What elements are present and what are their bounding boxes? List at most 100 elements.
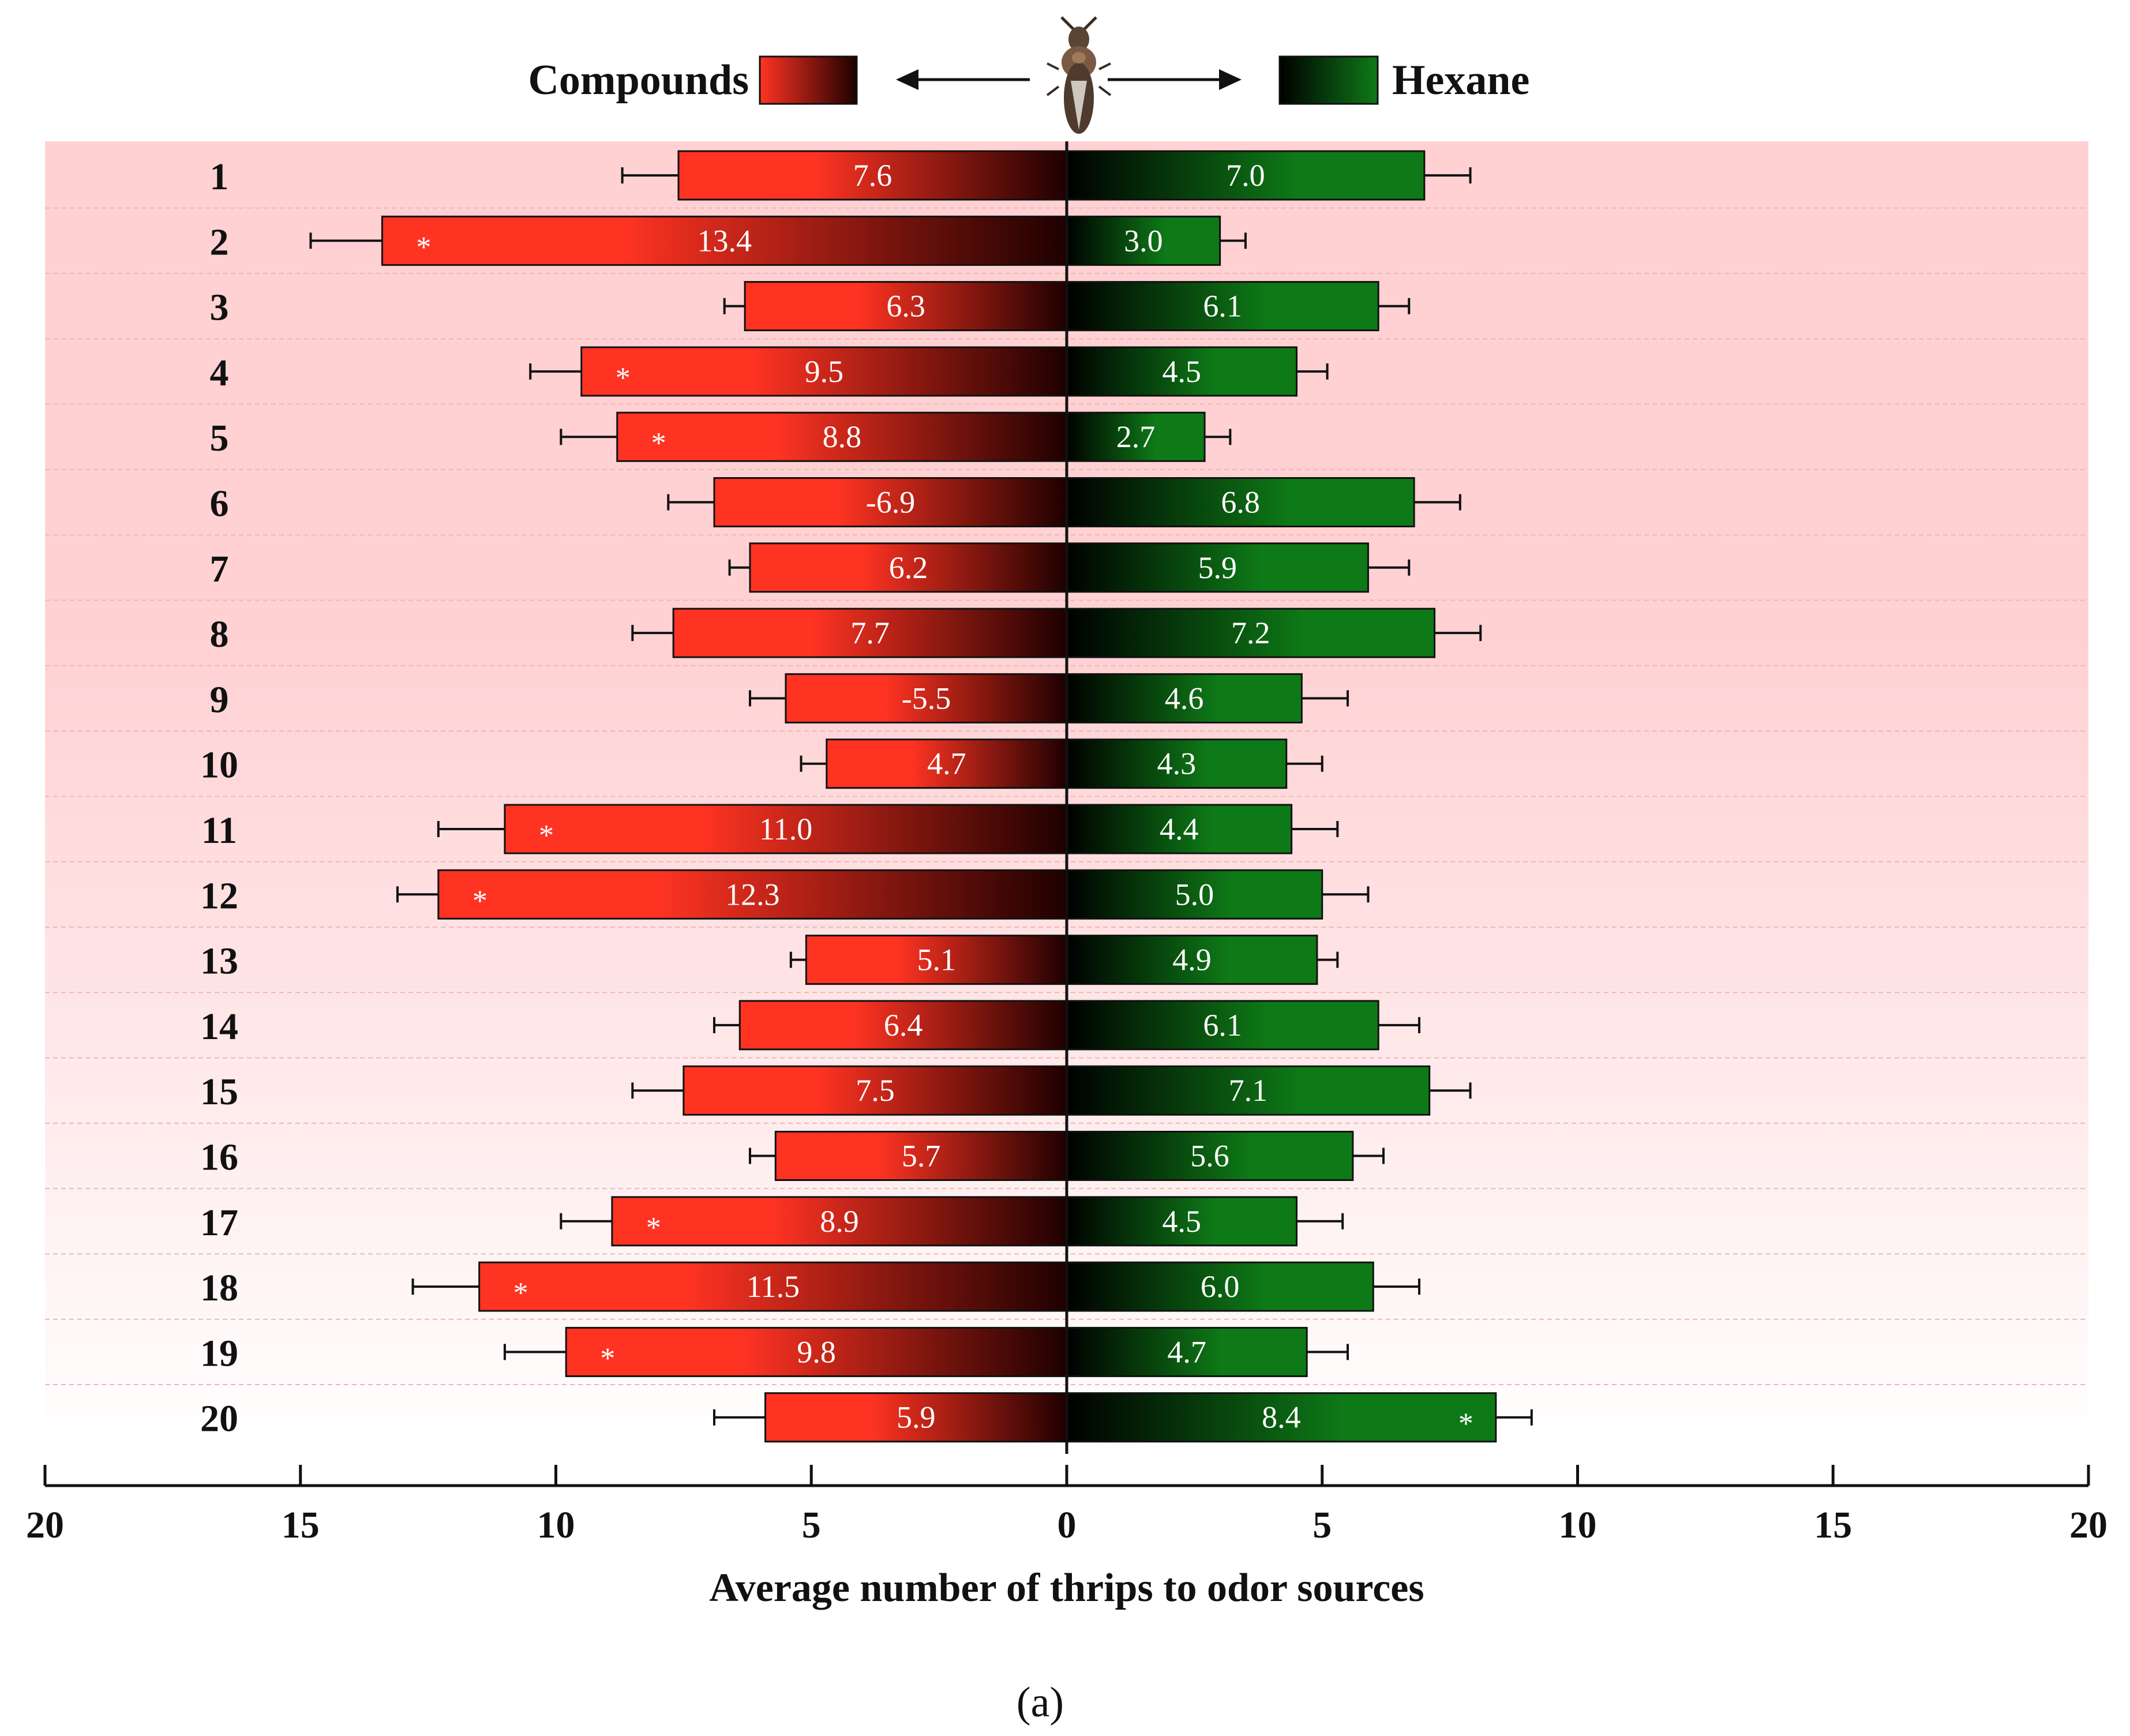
compounds-bar — [713, 477, 1068, 527]
compounds-error-bar — [621, 167, 679, 183]
compounds-value-label: 6.4 — [884, 1008, 923, 1043]
hexane-error-bar — [1378, 298, 1411, 314]
category-label: 3 — [210, 287, 229, 329]
compounds-value-label: 5.9 — [897, 1400, 936, 1435]
hexane-error-bar — [1317, 951, 1339, 968]
compounds-bar — [738, 1000, 1068, 1051]
compounds-error-bar — [713, 1409, 766, 1426]
hexane-error-bar — [1291, 821, 1339, 837]
compounds-bar — [437, 869, 1068, 920]
compounds-error-bar — [713, 1017, 740, 1033]
compounds-value-label: 11.0 — [759, 812, 813, 846]
compounds-value-label: -6.9 — [866, 485, 915, 520]
hexane-error-bar — [1434, 625, 1482, 642]
hexane-error-bar — [1368, 559, 1411, 576]
compounds-value-label: 5.1 — [917, 943, 956, 977]
compounds-bar — [580, 346, 1068, 397]
category-label: 20 — [200, 1398, 238, 1440]
hexane-value-label: 8.4 — [1262, 1400, 1301, 1435]
hexane-error-bar — [1220, 233, 1247, 249]
compounds-error-bar — [748, 1148, 776, 1164]
category-label: 8 — [210, 613, 229, 655]
compounds-value-label: 12.3 — [725, 877, 780, 912]
x-axis-title: Average number of thrips to odor sources — [709, 1566, 1424, 1610]
compounds-error-bar — [748, 690, 786, 707]
compounds-error-bar — [309, 233, 382, 249]
hexane-value-label: 4.9 — [1172, 943, 1212, 977]
compounds-error-bar — [503, 1344, 567, 1360]
compounds-error-bar — [560, 1213, 612, 1229]
category-label: 6 — [210, 483, 229, 525]
hexane-bar — [1066, 346, 1297, 397]
x-axis-tick-label: 10 — [537, 1504, 575, 1546]
compounds-value-label: 9.5 — [805, 354, 844, 389]
compounds-value-label: 7.7 — [850, 616, 890, 650]
category-label: 4 — [210, 352, 229, 394]
compounds-bar — [677, 150, 1068, 201]
hexane-error-bar — [1307, 1344, 1349, 1360]
hexane-value-label: 4.5 — [1162, 354, 1201, 389]
hexane-error-bar — [1205, 429, 1232, 445]
compounds-error-bar — [396, 886, 438, 903]
category-label: 5 — [210, 417, 229, 459]
compounds-error-bar — [437, 821, 505, 837]
compounds-bar — [672, 608, 1068, 658]
significance-asterisk: * — [646, 1212, 661, 1244]
hexane-value-label: 6.8 — [1221, 485, 1260, 520]
compounds-value-label: 6.2 — [889, 550, 928, 585]
category-label: 2 — [210, 221, 229, 263]
compounds-error-bar — [789, 951, 807, 968]
category-label: 19 — [200, 1332, 238, 1374]
compounds-value-label: 5.7 — [902, 1139, 941, 1173]
hexane-bar — [1066, 608, 1436, 658]
category-label: 17 — [200, 1202, 238, 1244]
hexane-value-label: 3.0 — [1124, 223, 1163, 258]
compounds-value-label: 9.8 — [797, 1334, 836, 1369]
x-axis-tick-label: 20 — [26, 1504, 64, 1546]
hexane-value-label: 2.7 — [1116, 419, 1156, 454]
x-axis-tick-label: 0 — [1058, 1504, 1077, 1546]
hexane-error-bar — [1286, 755, 1323, 772]
compounds-error-bar — [631, 1082, 684, 1099]
hexane-value-label: 6.1 — [1203, 289, 1242, 324]
significance-asterisk: * — [616, 362, 631, 395]
hexane-value-label: 5.0 — [1175, 877, 1214, 912]
hexane-value-label: 7.1 — [1229, 1073, 1268, 1108]
hexane-value-label: 4.5 — [1162, 1204, 1201, 1239]
hexane-bar — [1066, 281, 1379, 332]
hexane-bar — [1066, 215, 1221, 266]
compounds-error-bar — [411, 1278, 479, 1295]
hexane-bar — [1066, 869, 1323, 920]
x-axis-tick-label: 10 — [1559, 1504, 1597, 1546]
hexane-error-bar — [1352, 1148, 1385, 1164]
significance-asterisk: * — [651, 427, 666, 460]
legend-hexane-swatch — [1278, 55, 1379, 105]
compounds-error-bar — [667, 494, 715, 511]
significance-asterisk: * — [1458, 1408, 1473, 1441]
compounds-bar — [616, 411, 1068, 462]
hexane-bar — [1066, 738, 1288, 789]
hexane-bar — [1066, 150, 1426, 201]
compounds-bar — [504, 804, 1068, 854]
significance-asterisk: * — [600, 1342, 615, 1375]
hexane-value-label: 4.3 — [1157, 747, 1197, 781]
category-label: 13 — [200, 940, 238, 983]
panel-label: (a) — [1017, 1679, 1064, 1726]
legend: Compounds Hexane — [528, 55, 1529, 105]
hexane-value-label: 7.0 — [1226, 158, 1265, 193]
category-label: 14 — [200, 1006, 238, 1048]
hexane-value-label: 4.6 — [1165, 681, 1204, 715]
legend-compounds-swatch — [759, 55, 858, 105]
compounds-error-bar — [800, 755, 827, 772]
hexane-bar — [1066, 673, 1303, 723]
x-axis-tick-label: 15 — [1814, 1504, 1852, 1546]
thrips-insect-icon — [1046, 16, 1112, 134]
hexane-error-bar — [1495, 1409, 1533, 1426]
hexane-value-label: 6.0 — [1201, 1269, 1240, 1304]
hexane-value-label: 5.6 — [1190, 1139, 1229, 1173]
legend-compounds-label: Compounds — [528, 57, 749, 104]
category-label: 7 — [210, 548, 229, 590]
hexane-bar — [1066, 1000, 1379, 1051]
hexane-error-bar — [1296, 1213, 1344, 1229]
